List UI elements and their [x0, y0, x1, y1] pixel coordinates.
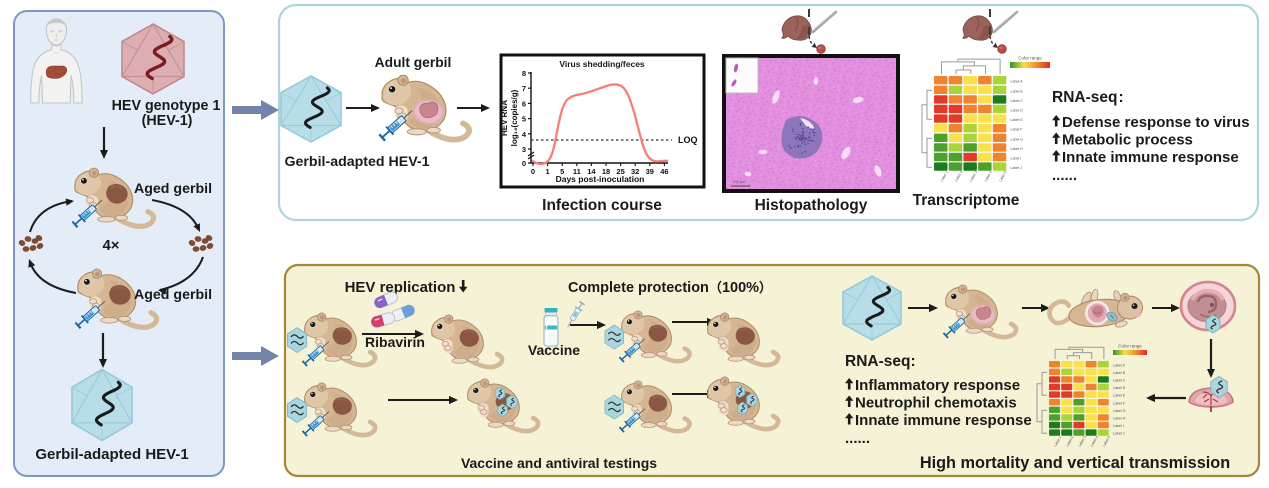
svg-text:Label D: Label D — [1011, 109, 1024, 113]
svg-text:Vaccine and antiviral testings: Vaccine and antiviral testings — [461, 455, 657, 471]
svg-text:Aged gerbil: Aged gerbil — [134, 287, 212, 303]
svg-text:Label F: Label F — [1113, 401, 1126, 405]
svg-text:HEV replication: HEV replication — [345, 279, 456, 296]
svg-text:Label E: Label E — [1113, 394, 1126, 398]
svg-text:Label A: Label A — [1113, 363, 1126, 367]
svg-text:Label I: Label I — [1011, 157, 1022, 161]
svg-text:7: 7 — [522, 84, 526, 93]
svg-text:Label I: Label I — [1113, 424, 1124, 428]
svg-text:Ribavirin: Ribavirin — [365, 334, 425, 350]
svg-text:Defense response to virus: Defense response to virus — [1062, 114, 1250, 131]
svg-text:Transcriptome: Transcriptome — [913, 192, 1020, 209]
svg-text:Label 4: Label 4 — [984, 170, 993, 182]
svg-text:Label 2: Label 2 — [954, 170, 963, 182]
svg-text:Label C: Label C — [1113, 379, 1126, 383]
svg-text:Inflammatory response: Inflammatory response — [855, 377, 1020, 394]
svg-text:Neutrophil chemotaxis: Neutrophil chemotaxis — [855, 395, 1017, 412]
svg-text:5: 5 — [560, 167, 564, 176]
svg-text:Label B: Label B — [1011, 89, 1024, 93]
svg-text:Metabolic process: Metabolic process — [1062, 132, 1193, 149]
svg-text:Infection course: Infection course — [542, 197, 662, 214]
svg-text:0: 0 — [522, 159, 526, 168]
svg-text:Label G: Label G — [1113, 409, 1126, 413]
svg-text:100 µm: 100 µm — [732, 179, 746, 184]
svg-text:Label 1: Label 1 — [940, 170, 949, 182]
svg-text:Label B: Label B — [1113, 371, 1126, 375]
svg-text:Days post-inoculation: Days post-inoculation — [556, 174, 645, 184]
svg-text:32: 32 — [631, 167, 639, 176]
svg-text:Label 2: Label 2 — [1065, 435, 1074, 447]
svg-text:Gerbil-adapted HEV-1: Gerbil-adapted HEV-1 — [35, 446, 188, 463]
svg-text:Color range: Color range — [1018, 56, 1042, 61]
svg-text:0: 0 — [531, 167, 535, 176]
svg-text:Aged gerbil: Aged gerbil — [134, 181, 212, 197]
svg-text:14: 14 — [587, 167, 596, 176]
svg-text:18: 18 — [602, 167, 610, 176]
svg-text:46: 46 — [660, 167, 668, 176]
svg-text:Label 5: Label 5 — [998, 170, 1007, 182]
svg-text:4: 4 — [522, 130, 527, 139]
svg-text:log₁₀(copies/g): log₁₀(copies/g) — [510, 89, 519, 146]
svg-text:......: ...... — [845, 430, 870, 447]
svg-text:LOQ: LOQ — [678, 135, 698, 145]
svg-text:Label A: Label A — [1011, 80, 1024, 84]
svg-text:HEV RNA: HEV RNA — [500, 100, 509, 136]
svg-text:Color range: Color range — [1118, 344, 1142, 349]
svg-text:Label 3: Label 3 — [1078, 435, 1087, 447]
svg-text:Label 1: Label 1 — [1053, 435, 1062, 447]
svg-text:Vaccine: Vaccine — [528, 342, 580, 358]
svg-text:Innate immune response: Innate immune response — [1062, 149, 1239, 166]
svg-text:Histopathology: Histopathology — [755, 197, 868, 214]
svg-text:1: 1 — [546, 167, 550, 176]
svg-text:5: 5 — [522, 115, 526, 124]
svg-text:Gerbil-adapted HEV-1: Gerbil-adapted HEV-1 — [284, 154, 429, 170]
svg-text:RNA-seq:: RNA-seq: — [845, 353, 916, 370]
svg-text:4×: 4× — [102, 237, 119, 254]
svg-text:Label E: Label E — [1011, 118, 1024, 122]
svg-text:Label H: Label H — [1113, 417, 1126, 421]
svg-text:8: 8 — [522, 69, 526, 78]
svg-text:Label J: Label J — [1011, 166, 1023, 170]
svg-text:High mortality and vertical tr: High mortality and vertical transmission — [920, 454, 1230, 472]
svg-text:RNA-seq:: RNA-seq: — [1052, 89, 1124, 106]
svg-text:3: 3 — [522, 145, 526, 154]
svg-text:Innate immune response: Innate immune response — [855, 412, 1032, 429]
svg-text:Label G: Label G — [1011, 137, 1024, 141]
svg-text:Label D: Label D — [1113, 386, 1126, 390]
svg-text:HEV genotype 1: HEV genotype 1 — [112, 98, 221, 114]
svg-text:(HEV-1): (HEV-1) — [142, 113, 193, 129]
svg-text:Label 3: Label 3 — [969, 170, 978, 182]
svg-text:Virus shedding/feces: Virus shedding/feces — [559, 59, 645, 69]
svg-text:Label 5: Label 5 — [1102, 435, 1111, 447]
svg-text:Label J: Label J — [1113, 432, 1125, 436]
svg-text:......: ...... — [1052, 167, 1077, 184]
svg-text:Label 4: Label 4 — [1090, 435, 1099, 447]
svg-text:39: 39 — [646, 167, 654, 176]
svg-text:25: 25 — [616, 167, 624, 176]
svg-text:6: 6 — [522, 99, 526, 108]
svg-text:Adult gerbil: Adult gerbil — [375, 55, 452, 70]
svg-text:Label F: Label F — [1011, 128, 1024, 132]
svg-text:Label C: Label C — [1011, 99, 1024, 103]
svg-text:Label H: Label H — [1011, 147, 1024, 151]
svg-text:Complete protection（100%）: Complete protection（100%） — [568, 280, 772, 296]
svg-text:11: 11 — [573, 167, 581, 176]
